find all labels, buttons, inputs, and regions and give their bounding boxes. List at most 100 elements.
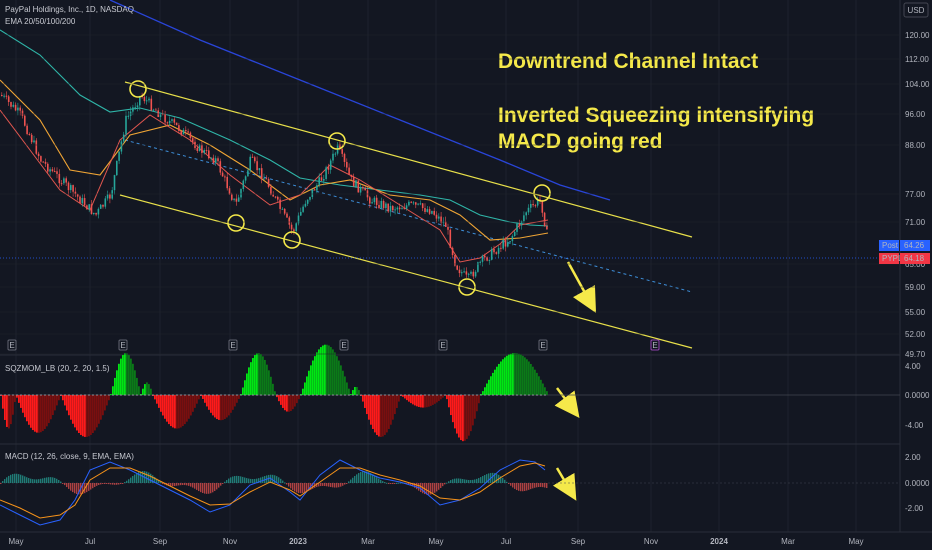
sqz-dot	[80, 394, 82, 396]
candle-body	[81, 198, 84, 204]
macd-bar	[94, 483, 96, 487]
sqz-dot	[392, 394, 394, 396]
sqz-bar	[150, 388, 152, 395]
macd-bar	[528, 483, 530, 490]
sqz-bar	[246, 373, 248, 395]
sqz-bar	[348, 388, 350, 395]
candle-body	[132, 107, 134, 112]
macd-bar	[146, 471, 148, 483]
macd-bar	[438, 483, 440, 490]
sqz-dot	[128, 394, 130, 396]
candle-body	[320, 177, 323, 181]
macd-bar	[316, 483, 318, 488]
candle-body	[509, 241, 511, 243]
macd-bar	[86, 483, 88, 493]
candle-body	[189, 132, 192, 139]
macd-bar	[370, 472, 372, 483]
sqz-bar	[236, 395, 238, 403]
candle-body	[67, 182, 70, 191]
sqz-dot	[524, 394, 526, 396]
macd-bar	[538, 483, 540, 488]
candle-body	[532, 203, 534, 206]
candle-body	[415, 202, 417, 205]
sqz-bar	[272, 383, 274, 395]
sqz-dot	[196, 394, 198, 396]
macd-bar	[412, 483, 414, 487]
candle-body	[191, 138, 194, 142]
macd-bar	[326, 483, 328, 487]
candle-body	[410, 201, 412, 203]
macd-bar	[68, 483, 70, 489]
candle-body	[389, 206, 392, 212]
sqz-bar	[100, 395, 102, 420]
price-badge-label: Post	[882, 241, 899, 250]
macd-bar	[242, 476, 244, 483]
candle-body	[51, 169, 54, 172]
price-tick-label: 71.00	[905, 218, 926, 227]
sqz-dot	[180, 394, 182, 396]
candle-body	[168, 120, 171, 124]
macd-bar	[522, 483, 524, 492]
macd-bar	[278, 477, 280, 483]
sqz-dot	[332, 394, 334, 396]
candle-body	[139, 96, 141, 106]
macd-bar	[50, 477, 52, 483]
macd-bar	[220, 483, 222, 486]
candle-body	[408, 201, 410, 206]
sqz-bar	[154, 395, 156, 400]
price-tick-label: 55.00	[905, 308, 926, 317]
macd-bar	[250, 478, 252, 483]
price-badge-label: PYPL	[882, 254, 903, 263]
candle-body	[477, 262, 479, 272]
time-tick-label: Jul	[501, 537, 511, 546]
sqz-bar	[362, 395, 364, 402]
sqz-bar	[404, 395, 406, 399]
candle-body	[237, 197, 240, 202]
event-marker	[438, 339, 448, 351]
macd-bar	[54, 477, 56, 483]
macd-bar	[6, 477, 8, 483]
currency-button[interactable]	[903, 2, 929, 18]
candle-body	[513, 231, 516, 237]
macd-bar	[252, 479, 254, 483]
sqz-dot	[4, 394, 6, 396]
sqz-dot	[380, 394, 382, 396]
candle-body	[306, 199, 309, 204]
price-badge-value-box	[900, 240, 930, 251]
macd-bar	[108, 483, 110, 485]
sqz-dot	[248, 394, 250, 396]
sqz-dot	[320, 394, 322, 396]
sqz-dot	[456, 394, 458, 396]
macd-bar	[202, 483, 204, 493]
macd-bar	[372, 474, 374, 483]
sqz-bar	[378, 395, 380, 437]
macd-bar	[344, 483, 346, 485]
candle-body	[97, 208, 100, 215]
sqz-bar	[58, 395, 60, 401]
sqz-bar	[210, 395, 212, 413]
macd-bar	[162, 483, 164, 484]
sqz-dot	[16, 394, 18, 396]
sqz-dot	[468, 394, 470, 396]
macd-bar	[66, 483, 68, 488]
candle-body	[19, 107, 21, 111]
candle-body	[40, 156, 42, 162]
sqz-bar	[466, 395, 468, 439]
event-marker	[538, 339, 548, 351]
sqz-bar	[24, 395, 26, 418]
sqz-dot	[364, 394, 366, 396]
sqz-bar	[460, 395, 462, 441]
time-tick-label: Nov	[644, 537, 658, 546]
macd-bar	[70, 483, 72, 491]
sqz-bar	[6, 395, 8, 427]
sqz-bar	[426, 395, 428, 408]
candle-body	[479, 261, 481, 263]
sqz-dot	[428, 394, 430, 396]
sqz-bar	[206, 395, 208, 407]
sqz-bar	[406, 395, 408, 401]
candle-body	[424, 208, 426, 212]
sqz-bar	[254, 355, 256, 395]
macd-bar	[306, 483, 308, 492]
macd-bar	[400, 482, 402, 484]
